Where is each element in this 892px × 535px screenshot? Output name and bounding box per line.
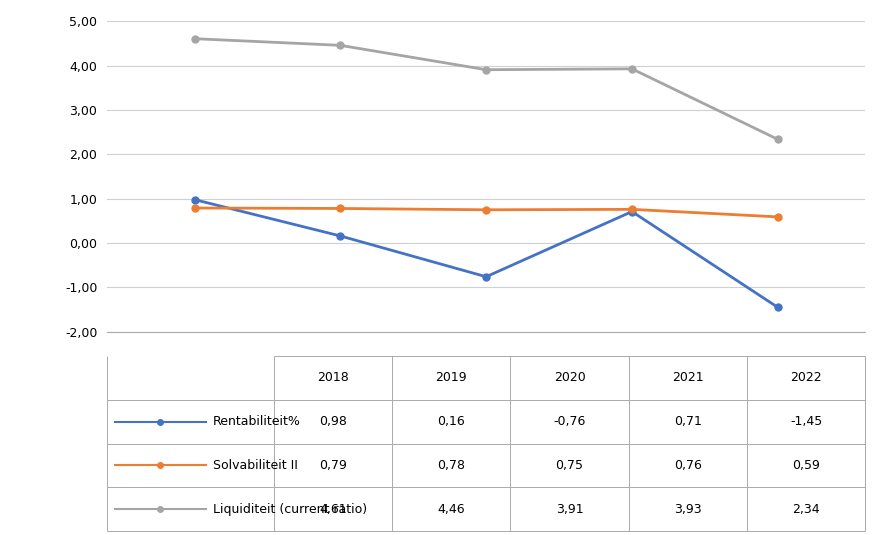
Text: Solvabiliteit II: Solvabiliteit II (213, 459, 298, 472)
Text: 0,16: 0,16 (437, 415, 465, 428)
Text: 2022: 2022 (790, 371, 822, 385)
Text: 4,46: 4,46 (437, 502, 465, 516)
Text: 0,76: 0,76 (673, 459, 702, 472)
Text: 0,98: 0,98 (319, 415, 347, 428)
Text: 0,75: 0,75 (556, 459, 583, 472)
Text: 2020: 2020 (554, 371, 585, 385)
Text: 0,78: 0,78 (437, 459, 466, 472)
Text: 2021: 2021 (672, 371, 704, 385)
Text: 0,79: 0,79 (319, 459, 347, 472)
Text: Rentabiliteit%: Rentabiliteit% (213, 415, 301, 428)
Text: 3,93: 3,93 (674, 502, 702, 516)
Text: 3,91: 3,91 (556, 502, 583, 516)
Text: Liquiditeit (current ratio): Liquiditeit (current ratio) (213, 502, 368, 516)
Text: 0,71: 0,71 (673, 415, 702, 428)
Text: -0,76: -0,76 (553, 415, 586, 428)
Text: 2,34: 2,34 (792, 502, 820, 516)
Text: 2019: 2019 (435, 371, 467, 385)
Text: 4,61: 4,61 (319, 502, 347, 516)
Text: -1,45: -1,45 (790, 415, 822, 428)
Text: 2018: 2018 (318, 371, 349, 385)
Text: 0,59: 0,59 (792, 459, 820, 472)
